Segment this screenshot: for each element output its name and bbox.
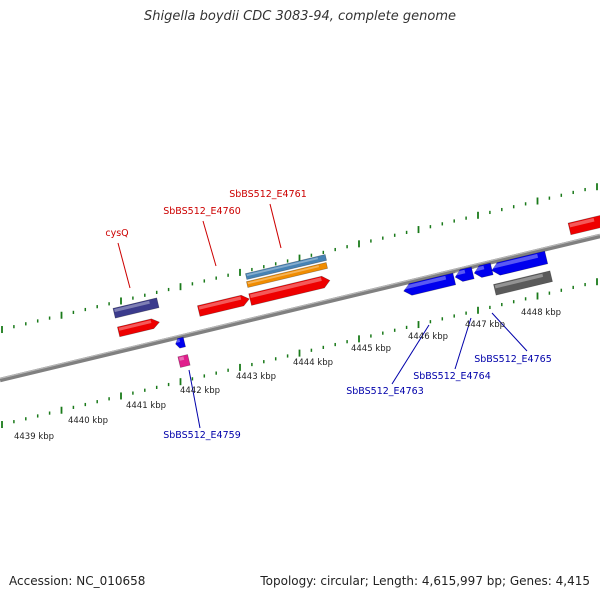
cysQ-gene-arrow <box>117 318 160 338</box>
accession-text: Accession: NC_010658 <box>9 574 146 588</box>
map-title: Shigella boydii CDC 3083-94, complete ge… <box>143 9 457 24</box>
SbBS512_E4759-feature <box>177 354 191 368</box>
label-connector <box>391 324 430 385</box>
kbp-label: 4447 kbp <box>465 320 505 330</box>
SbBS512_E4765a-gene-arrow <box>473 262 494 278</box>
label-connector <box>454 317 472 370</box>
kbp-label: 4442 kbp <box>180 386 220 396</box>
kbp-label: 4440 kbp <box>68 416 108 426</box>
kbp-labels: 4439 kbp 4440 kbp 4441 kbp 4442 kbp 4443 kbp… <box>14 308 561 442</box>
gene-label-forward: SbBS512_E4760 <box>163 206 241 217</box>
label-connector <box>269 203 282 249</box>
kbp-label: 4445 kbp <box>351 344 391 354</box>
kbp-label: 4441 kbp <box>126 401 166 411</box>
SbBS512_E4761-feature-orange <box>246 262 328 288</box>
label-connector <box>202 220 217 267</box>
kbp-label: 4444 kbp <box>293 358 333 368</box>
SbBS512_E4765-gene-arrow <box>491 250 549 276</box>
inner-ticks <box>1 278 598 429</box>
SbBS512_E4763-gene-arrow <box>403 272 457 296</box>
kbp-label: 4446 kbp <box>408 332 448 342</box>
gene-label-reverse: SbBS512_E4759 <box>163 430 241 441</box>
gene-labels: cysQ SbBS512_E4760 SbBS512_E4761 SbBS512_E4… <box>105 189 551 441</box>
edge-gene-arrow <box>567 214 600 236</box>
gene-label-reverse: SbBS512_E4764 <box>413 371 491 382</box>
gene-label-reverse: SbBS512_E4763 <box>346 386 424 397</box>
gene-label-reverse: SbBS512_E4765 <box>474 354 552 365</box>
SbBS512_E4761-gene-arrow <box>248 275 331 306</box>
SbBS512_E4761-feature-blue <box>245 254 327 280</box>
gene-label-forward: cysQ <box>105 228 128 239</box>
label-connector <box>491 312 528 352</box>
kbp-label: 4443 kbp <box>236 372 276 382</box>
gene-label-lines <box>117 203 528 429</box>
features <box>112 214 600 368</box>
outer-ticks <box>1 183 598 334</box>
cysQ-feature <box>112 297 160 319</box>
label-connector <box>188 369 201 429</box>
SbBS512_E4760-gene-arrow <box>197 294 250 317</box>
gene-label-forward: SbBS512_E4761 <box>229 189 307 200</box>
SbBS512_E4759-gene-arrow <box>175 336 186 349</box>
kbp-label: 4448 kbp <box>521 308 561 318</box>
genome-summary-text: Topology: circular; Length: 4,615,997 bp… <box>260 574 590 588</box>
kbp-label: 4439 kbp <box>14 432 54 442</box>
SbBS512_E4764-gene-arrow <box>454 266 475 282</box>
SbBS512_E4765-feature-gray <box>493 270 553 296</box>
label-connector <box>117 242 131 289</box>
genome-backbone <box>0 233 600 383</box>
